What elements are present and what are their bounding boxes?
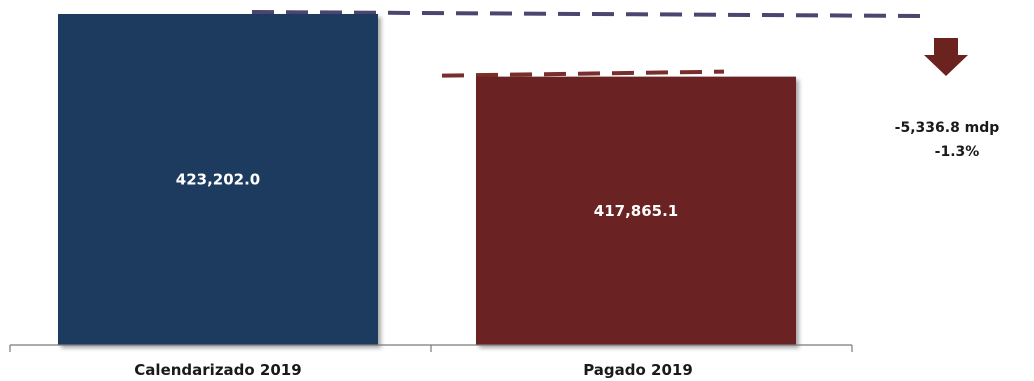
reference-line-calendarizado	[251, 10, 926, 18]
difference-label: -5,336.8 mdp	[895, 120, 1000, 136]
category-label-calendarizado: Calendarizado 2019	[134, 361, 301, 379]
bar-value-label: 423,202.0	[176, 171, 260, 189]
bar-value-label: 417,865.1	[594, 202, 678, 220]
percent-label: -1.3%	[935, 144, 980, 160]
bar-calendarizado	[58, 14, 378, 345]
reference-line-pagado	[441, 69, 725, 78]
bars-group: 423,202.0 417,865.1	[58, 14, 796, 346]
bar-pagado	[476, 76, 796, 346]
category-label-pagado: Pagado 2019	[583, 361, 693, 379]
down-arrow-icon	[924, 38, 968, 76]
